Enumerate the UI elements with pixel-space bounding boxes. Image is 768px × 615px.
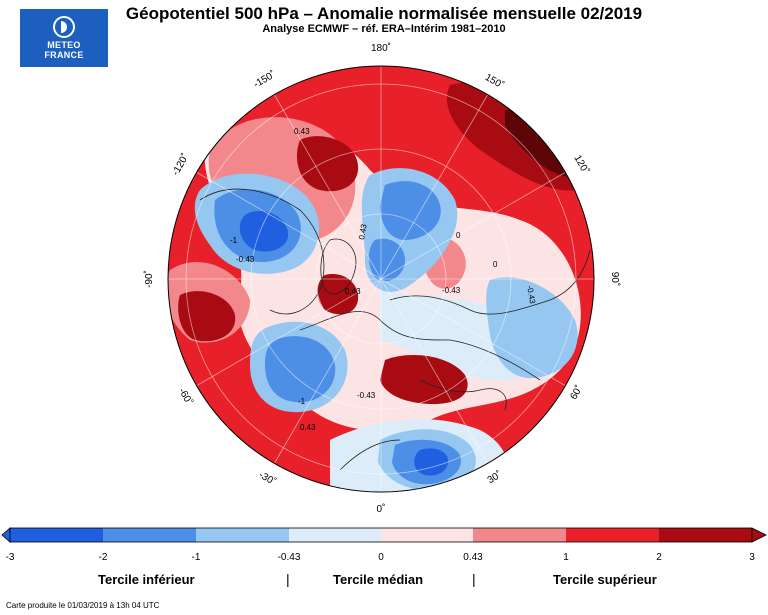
tercile-separator: |: [286, 571, 290, 587]
colorbar-bin: [381, 528, 473, 542]
colorbar-bin: [473, 528, 566, 542]
colorbar-bin: [289, 528, 381, 542]
footer-note: Carte produite le 01/03/2019 à 13h 04 UT…: [6, 601, 160, 610]
map-subtitle: Analyse ECMWF – réf. ERA–Intérim 1981–20…: [262, 23, 506, 35]
contour-label: -1: [230, 236, 238, 245]
dark-red-greenland: [317, 274, 359, 315]
map-title: Géopotentiel 500 hPa – Anomalie normalis…: [125, 4, 643, 23]
colorbar-bin: [10, 528, 103, 542]
colorbar-frame: [9, 527, 753, 543]
lon-label: 120˚: [571, 153, 591, 176]
lon-label: -150˚: [251, 68, 277, 90]
meteo-france-logo-icon: [53, 16, 75, 38]
lon-label: 60˚: [568, 383, 586, 402]
colorbar-tick-label: -3: [6, 552, 15, 563]
contour-label: -1: [298, 397, 306, 406]
contour-label: -0.43: [357, 391, 376, 400]
lon-label: 30˚: [485, 469, 504, 487]
colorbar-tick-label: 2: [656, 552, 662, 563]
lon-label: 90˚: [609, 272, 621, 286]
colorbar-tick-label: 3: [749, 552, 755, 563]
contour-label: -0.43: [442, 286, 461, 295]
tercile-upper-label: Tercile supérieur: [553, 572, 657, 587]
lon-label: 0˚: [377, 503, 386, 515]
tercile-middle-label: Tercile médian: [333, 572, 424, 587]
colorbar-tick-label: -1: [192, 552, 201, 563]
contour-label: 0.43: [300, 423, 316, 432]
contour-label: 0: [456, 231, 461, 240]
logo-line-2: FRANCE: [44, 50, 84, 60]
contour-label: 0.43: [294, 127, 310, 136]
tercile-lower-label: Tercile inférieur: [98, 572, 195, 587]
graticule: [168, 66, 594, 492]
lon-label: 150˚: [483, 71, 506, 91]
lon-label: 180˚: [371, 42, 391, 54]
logo-line-1: METEO: [47, 40, 81, 50]
colorbar-arrow-right: [751, 527, 767, 543]
tercile-separator: |: [472, 571, 476, 587]
dark-red-north: [296, 136, 359, 192]
blue-arctic-mid: [380, 181, 441, 240]
colorbar-bin: [103, 528, 196, 542]
map-border: [167, 65, 595, 493]
lon-label: -30˚: [257, 469, 278, 488]
colorbar-bin: [659, 528, 752, 542]
lon-label: -120˚: [169, 151, 191, 177]
blue-south-core: [414, 448, 449, 476]
colorbar-tick-label: -2: [99, 552, 108, 563]
lon-label: -60˚: [176, 386, 195, 407]
blue-canada-core: [239, 211, 289, 252]
blue-atlantic-mid: [265, 336, 336, 403]
contour-label: -0.43: [525, 285, 537, 305]
meteo-france-logo: METEO FRANCE: [20, 9, 108, 67]
contour-label: 0: [493, 260, 498, 269]
colorbar-bin: [196, 528, 289, 542]
contour-label: 0.43: [345, 287, 361, 296]
colorbar-bin: [566, 528, 659, 542]
contour-label: -0.43: [236, 255, 255, 264]
colorbar-tick-label: 0.43: [463, 552, 483, 563]
colorbar-tick-label: 0: [378, 552, 384, 563]
colorbar: -3 -2 -1 -0.43 0 0.43 1 2 3: [1, 527, 767, 563]
colorbar-tick-label: -0.43: [278, 552, 301, 563]
lon-label: -90˚: [143, 270, 155, 288]
colorbar-tick-label: 1: [563, 552, 569, 563]
colorbar-arrow-left: [1, 527, 11, 543]
contour-label: 0.43: [357, 223, 369, 240]
